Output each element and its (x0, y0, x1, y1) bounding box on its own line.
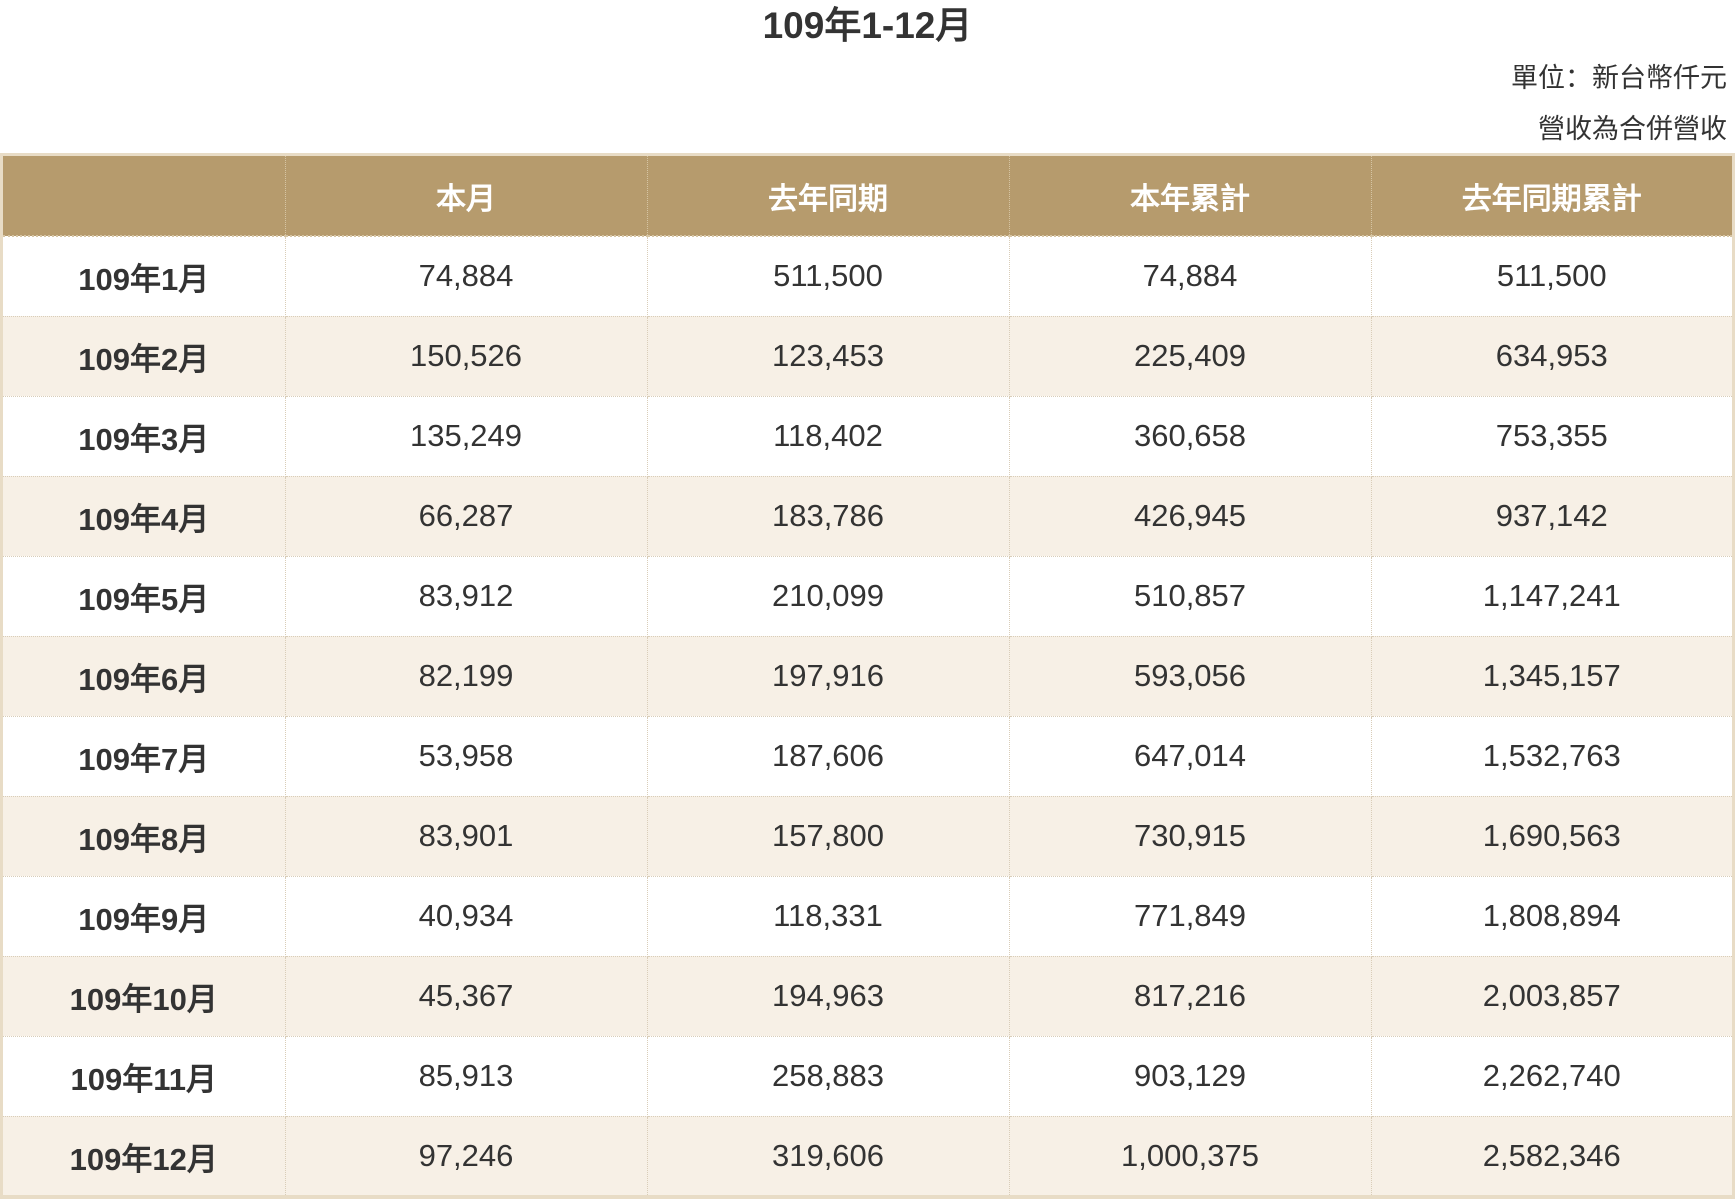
ytd-cell: 360,658 (1009, 396, 1372, 477)
this-month-cell: 135,249 (285, 396, 648, 477)
last-year-cell: 183,786 (647, 476, 1010, 557)
month-cell: 109年7月 (3, 716, 286, 797)
month-cell: 109年6月 (3, 636, 286, 717)
this-month-cell: 45,367 (285, 956, 648, 1037)
month-cell: 109年1月 (3, 236, 286, 317)
table-row: 109年9月 40,934 118,331 771,849 1,808,894 (3, 876, 1732, 957)
last-year-ytd-cell: 634,953 (1371, 316, 1732, 397)
this-month-cell: 83,901 (285, 796, 648, 877)
ytd-cell: 225,409 (1009, 316, 1372, 397)
table-row: 109年11月 85,913 258,883 903,129 2,262,740 (3, 1036, 1732, 1117)
ytd-cell: 771,849 (1009, 876, 1372, 957)
last-year-ytd-cell: 2,582,346 (1371, 1116, 1732, 1197)
last-year-cell: 511,500 (647, 236, 1010, 317)
last-year-ytd-cell: 2,262,740 (1371, 1036, 1732, 1117)
ytd-cell: 74,884 (1009, 236, 1372, 317)
unit-note: 單位：新台幣仟元 (1511, 63, 1727, 93)
month-cell: 109年9月 (3, 876, 286, 957)
this-month-cell: 83,912 (285, 556, 648, 637)
ytd-cell: 426,945 (1009, 476, 1372, 557)
table-row: 109年5月 83,912 210,099 510,857 1,147,241 (3, 556, 1732, 637)
month-cell: 109年10月 (3, 956, 286, 1037)
table-row: 109年4月 66,287 183,786 426,945 937,142 (3, 476, 1732, 557)
this-month-cell: 40,934 (285, 876, 648, 957)
header-ytd: 本年累計 (1009, 156, 1372, 237)
header-last-year-same-period: 去年同期 (647, 156, 1010, 237)
last-year-ytd-cell: 1,690,563 (1371, 796, 1732, 877)
ytd-cell: 817,216 (1009, 956, 1372, 1037)
month-cell: 109年11月 (3, 1036, 286, 1117)
last-year-cell: 197,916 (647, 636, 1010, 717)
revenue-table: 本月 去年同期 本年累計 去年同期累計 109年1月 74,884 511,50… (3, 156, 1732, 1197)
ytd-cell: 730,915 (1009, 796, 1372, 877)
last-year-ytd-cell: 2,003,857 (1371, 956, 1732, 1037)
last-year-ytd-cell: 1,147,241 (1371, 556, 1732, 637)
month-cell: 109年4月 (3, 476, 286, 557)
last-year-ytd-cell: 1,345,157 (1371, 636, 1732, 717)
month-cell: 109年3月 (3, 396, 286, 477)
table-row: 109年8月 83,901 157,800 730,915 1,690,563 (3, 796, 1732, 877)
table-row: 109年1月 74,884 511,500 74,884 511,500 (3, 236, 1732, 317)
table-header-row: 本月 去年同期 本年累計 去年同期累計 (3, 156, 1732, 237)
ytd-cell: 593,056 (1009, 636, 1372, 717)
last-year-cell: 187,606 (647, 716, 1010, 797)
last-year-cell: 319,606 (647, 1116, 1010, 1197)
revenue-table-container: 本月 去年同期 本年累計 去年同期累計 109年1月 74,884 511,50… (0, 153, 1735, 1199)
this-month-cell: 53,958 (285, 716, 648, 797)
this-month-cell: 82,199 (285, 636, 648, 717)
ytd-cell: 903,129 (1009, 1036, 1372, 1117)
this-month-cell: 66,287 (285, 476, 648, 557)
table-row: 109年12月 97,246 319,606 1,000,375 2,582,3… (3, 1116, 1732, 1197)
this-month-cell: 150,526 (285, 316, 648, 397)
header-this-month: 本月 (285, 156, 648, 237)
last-year-ytd-cell: 511,500 (1371, 236, 1732, 317)
month-cell: 109年2月 (3, 316, 286, 397)
last-year-cell: 210,099 (647, 556, 1010, 637)
last-year-ytd-cell: 1,532,763 (1371, 716, 1732, 797)
last-year-ytd-cell: 937,142 (1371, 476, 1732, 557)
last-year-ytd-cell: 1,808,894 (1371, 876, 1732, 957)
table-row: 109年10月 45,367 194,963 817,216 2,003,857 (3, 956, 1732, 1037)
table-row: 109年7月 53,958 187,606 647,014 1,532,763 (3, 716, 1732, 797)
header-last-year-ytd: 去年同期累計 (1371, 156, 1732, 237)
last-year-cell: 123,453 (647, 316, 1010, 397)
last-year-cell: 194,963 (647, 956, 1010, 1037)
month-cell: 109年5月 (3, 556, 286, 637)
last-year-cell: 118,402 (647, 396, 1010, 477)
month-cell: 109年12月 (3, 1116, 286, 1197)
table-bottom-border (0, 1195, 1735, 1199)
ytd-cell: 510,857 (1009, 556, 1372, 637)
last-year-cell: 258,883 (647, 1036, 1010, 1117)
consolidated-revenue-note: 營收為合併營收 (1538, 114, 1727, 144)
last-year-ytd-cell: 753,355 (1371, 396, 1732, 477)
table-row: 109年6月 82,199 197,916 593,056 1,345,157 (3, 636, 1732, 717)
last-year-cell: 118,331 (647, 876, 1010, 957)
table-row: 109年3月 135,249 118,402 360,658 753,355 (3, 396, 1732, 477)
page-title: 109年1-12月 (762, 5, 973, 46)
this-month-cell: 97,246 (285, 1116, 648, 1197)
ytd-cell: 647,014 (1009, 716, 1372, 797)
table-row: 109年2月 150,526 123,453 225,409 634,953 (3, 316, 1732, 397)
header-month (3, 156, 286, 237)
this-month-cell: 74,884 (285, 236, 648, 317)
last-year-cell: 157,800 (647, 796, 1010, 877)
month-cell: 109年8月 (3, 796, 286, 877)
ytd-cell: 1,000,375 (1009, 1116, 1372, 1197)
this-month-cell: 85,913 (285, 1036, 648, 1117)
